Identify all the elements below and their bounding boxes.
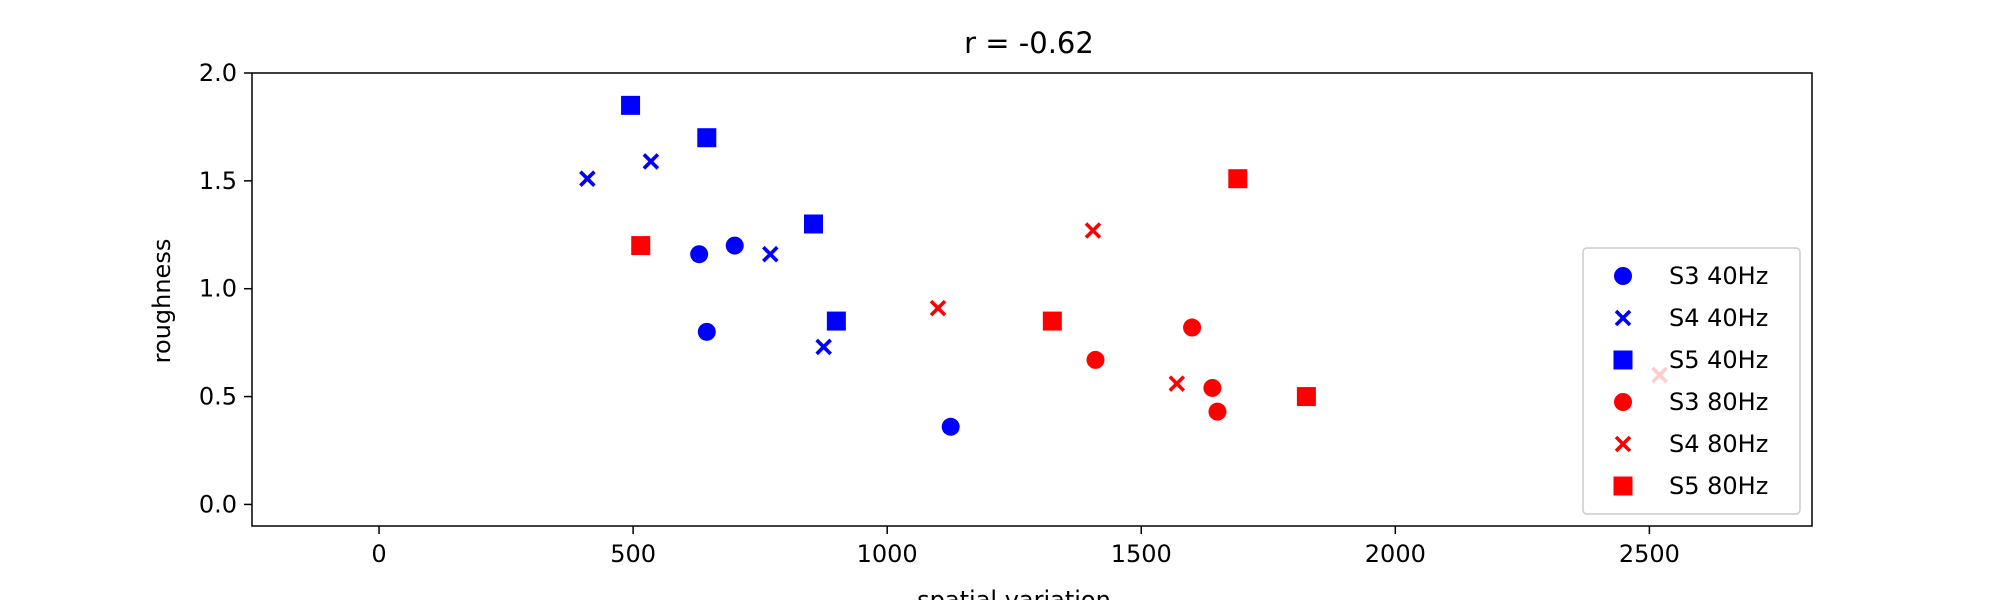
- x-tick-label: 1000: [857, 540, 918, 568]
- data-point: [725, 236, 744, 255]
- legend-marker: [1614, 309, 1632, 327]
- data-point: [1168, 375, 1186, 392]
- legend-marker: [1614, 435, 1632, 453]
- data-point: [929, 299, 947, 317]
- x-tick-label: 1500: [1111, 540, 1172, 568]
- data-point: [1042, 311, 1062, 331]
- data-point: [697, 322, 716, 341]
- x-tick-label: 500: [610, 540, 656, 568]
- data-point: [1296, 387, 1316, 407]
- x-tick-label: 2500: [1619, 540, 1680, 568]
- data-point: [1203, 378, 1222, 397]
- y-tick-label: 0.5: [199, 383, 237, 411]
- legend-box: [1582, 247, 1801, 515]
- data-point: [803, 214, 823, 234]
- y-tick-label: 2.0: [199, 59, 237, 87]
- data-point: [1086, 350, 1105, 369]
- legend-entry-label: S4 80Hz: [1669, 430, 1768, 458]
- chart-title: r = -0.62: [964, 26, 1094, 60]
- y-tick-label: 0.0: [199, 490, 237, 518]
- y-axis-label: roughness: [148, 239, 176, 364]
- data-point: [690, 245, 709, 264]
- data-point: [621, 95, 641, 115]
- legend-entry-label: S5 80Hz: [1669, 472, 1768, 500]
- data-point: [631, 236, 651, 256]
- legend-marker: [1614, 393, 1632, 411]
- data-point: [579, 170, 596, 187]
- data-point: [1183, 318, 1202, 337]
- y-tick-label: 1.0: [199, 275, 237, 303]
- data-point: [815, 338, 832, 356]
- legend-entry-label: S3 40Hz: [1669, 262, 1768, 290]
- data-point: [697, 128, 717, 148]
- data-point: [826, 311, 846, 331]
- data-point: [762, 245, 779, 263]
- x-tick-label: 2000: [1365, 540, 1426, 568]
- data-point: [1228, 169, 1248, 189]
- data-point: [1208, 402, 1227, 421]
- plot-frame: [251, 72, 1813, 527]
- data-point: [1084, 222, 1102, 239]
- legend-marker: [1613, 476, 1633, 496]
- x-tick-label: 0: [371, 540, 386, 568]
- plot-area: 0 500 1000 1500 2000 2500 0.0 0.5 1.0 1.5 2.0: [199, 59, 1813, 568]
- legend-marker: [1614, 267, 1632, 285]
- legend-entry-label: S5 40Hz: [1669, 346, 1768, 374]
- legend-entry-label: S3 80Hz: [1669, 388, 1768, 416]
- legend-marker: [1613, 350, 1633, 370]
- data-point: [642, 153, 660, 170]
- data-point: [941, 417, 960, 436]
- legend: S3 40Hz S4 40Hz S5 40Hz S3 80Hz S4 80Hz S5 80…: [1582, 247, 1801, 515]
- legend-entry-label: S4 40Hz: [1669, 304, 1768, 332]
- x-axis-label: spatial variation: [917, 586, 1111, 600]
- y-tick-label: 1.5: [199, 167, 237, 195]
